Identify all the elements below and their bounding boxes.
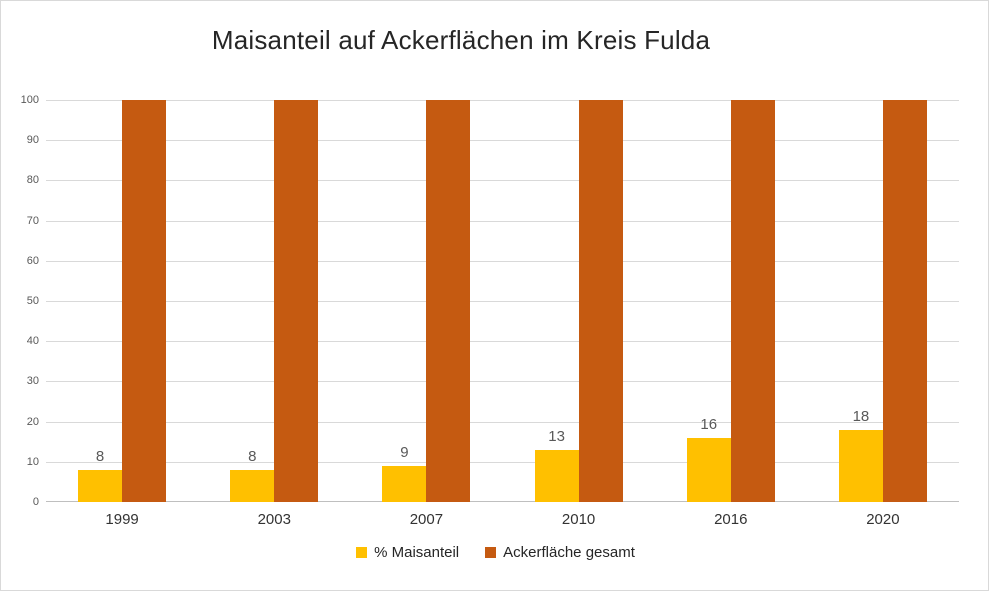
ytick-label-30: 30: [26, 375, 39, 388]
category-label-1999: 1999: [105, 511, 139, 528]
legend-item-maisanteil: % Maisanteil: [356, 544, 459, 561]
gridline-100: [46, 100, 959, 101]
legend-swatch-icon: [485, 547, 497, 558]
ytick-label-20: 20: [26, 415, 39, 428]
gridline-10: [46, 461, 959, 463]
data-label-2007: 9: [400, 443, 409, 461]
gridline-70: [46, 220, 959, 222]
bar-ackerflaeche-2016: [730, 100, 775, 502]
gridline-30: [46, 381, 959, 383]
gridline-20: [46, 421, 959, 423]
bar-maisanteil-2010: [534, 449, 579, 502]
gridline-90: [46, 140, 959, 142]
bar-maisanteil-2016: [686, 437, 731, 502]
bar-maisanteil-2020: [838, 429, 883, 502]
data-label-2016: 16: [700, 415, 718, 433]
bar-ackerflaeche-2003: [274, 100, 319, 502]
chart-title: Maisanteil auf Ackerflächen im Kreis Ful…: [211, 25, 711, 55]
gridline-50: [46, 301, 959, 302]
data-label-2020: 18: [852, 407, 870, 425]
ytick-label-0: 0: [32, 496, 39, 508]
legend-label: % Maisanteil: [374, 544, 460, 561]
bar-ackerflaeche-2010: [578, 100, 623, 502]
ytick-label-90: 90: [26, 134, 39, 147]
ytick-label-40: 40: [26, 335, 39, 348]
legend: % Maisanteil Ackerfläche gesamt: [1, 544, 988, 561]
gridline-60: [46, 260, 959, 262]
plot-area: [46, 100, 959, 502]
data-label-2010: 13: [548, 427, 565, 445]
bar-ackerflaeche-2020: [882, 100, 927, 502]
gridline-40: [46, 341, 959, 343]
category-label-2016: 2016: [714, 511, 748, 528]
x-axis-line: [46, 501, 959, 502]
category-label-2010: 2010: [561, 511, 596, 528]
category-label-2007: 2007: [409, 511, 444, 528]
category-label-2020: 2020: [866, 511, 900, 528]
legend-item-ackerflaeche: Ackerfläche gesamt: [485, 544, 635, 561]
ytick-label-10: 10: [26, 455, 39, 468]
bar-maisanteil-2007: [382, 465, 427, 502]
data-label-2003: 8: [248, 447, 257, 465]
ytick-label-80: 80: [26, 174, 39, 187]
data-label-1999: 8: [95, 447, 105, 465]
bar-ackerflaeche-1999: [122, 100, 167, 502]
ytick-label-70: 70: [26, 214, 39, 227]
legend-swatch-icon: [356, 547, 368, 558]
legend-label: Ackerfläche gesamt: [503, 544, 635, 561]
gridline-80: [46, 180, 959, 182]
bar-maisanteil-2003: [230, 469, 275, 502]
ytick-label-60: 60: [26, 254, 39, 267]
ytick-label-100: 100: [20, 94, 39, 106]
bar-ackerflaeche-2007: [426, 100, 471, 502]
bar-maisanteil-1999: [78, 469, 123, 502]
category-label-2003: 2003: [257, 511, 291, 528]
ytick-label-50: 50: [26, 295, 39, 307]
